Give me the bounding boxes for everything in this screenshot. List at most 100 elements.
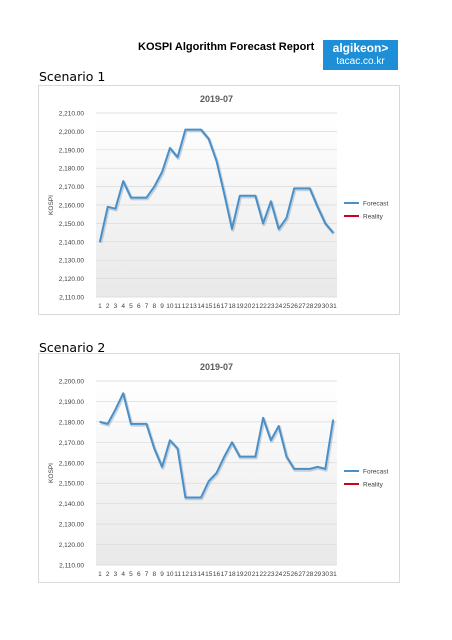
data-point bbox=[200, 128, 202, 131]
data-point bbox=[114, 208, 117, 210]
data-point bbox=[223, 193, 225, 195]
data-point bbox=[161, 466, 163, 468]
data-point bbox=[309, 468, 311, 470]
x-tick-label: 28 bbox=[306, 303, 314, 310]
x-tick-label: 24 bbox=[275, 571, 283, 578]
data-point bbox=[169, 147, 171, 149]
x-tick-label: 12 bbox=[182, 303, 190, 310]
y-tick-label: 2,150.00 bbox=[59, 221, 85, 228]
x-tick-label: 11 bbox=[174, 303, 181, 310]
x-tick-label: 17 bbox=[221, 571, 229, 578]
data-point bbox=[278, 425, 280, 427]
y-tick-label: 2,210.00 bbox=[59, 111, 85, 118]
x-tick-label: 27 bbox=[298, 303, 306, 310]
report-title: KOSPI Algorithm Forecast Report bbox=[138, 41, 315, 53]
data-point bbox=[130, 197, 132, 199]
data-point bbox=[301, 468, 303, 470]
x-tick-label: 21 bbox=[252, 303, 260, 310]
data-point bbox=[99, 421, 101, 423]
data-point bbox=[138, 197, 140, 199]
x-tick-label: 26 bbox=[291, 571, 299, 578]
x-tick-label: 18 bbox=[228, 303, 236, 310]
series-line-shadow bbox=[100, 392, 336, 501]
x-tick-label: 13 bbox=[190, 571, 198, 578]
data-point bbox=[192, 128, 194, 131]
data-point bbox=[200, 496, 202, 499]
x-tick-label: 22 bbox=[260, 303, 268, 310]
data-point bbox=[246, 195, 249, 197]
brand-logo: algikeon> tacac.co.kr bbox=[323, 40, 398, 70]
x-tick-label: 31 bbox=[329, 303, 337, 310]
x-tick-label: 27 bbox=[298, 571, 306, 578]
legend-label-reality: Reality bbox=[363, 213, 384, 220]
data-point bbox=[145, 423, 148, 425]
data-point bbox=[130, 423, 132, 425]
data-point bbox=[208, 480, 210, 482]
x-tick-label: 7 bbox=[145, 571, 149, 578]
data-point bbox=[99, 241, 101, 243]
data-point bbox=[332, 419, 334, 421]
x-tick-label: 25 bbox=[283, 571, 291, 578]
data-point bbox=[223, 456, 225, 458]
x-tick-label: 28 bbox=[306, 571, 314, 578]
chart-title: 2019-07 bbox=[200, 94, 233, 104]
x-tick-label: 10 bbox=[166, 571, 174, 578]
legend-label-forecast: Forecast bbox=[363, 468, 388, 475]
legend-label-forecast: Forecast bbox=[363, 200, 388, 207]
y-tick-label: 2,160.00 bbox=[59, 460, 85, 467]
x-tick-label: 7 bbox=[145, 303, 149, 310]
x-tick-label: 31 bbox=[329, 571, 337, 578]
data-point bbox=[107, 206, 109, 208]
x-tick-label: 30 bbox=[322, 303, 330, 310]
data-point bbox=[285, 217, 288, 219]
y-tick-label: 2,110.00 bbox=[59, 563, 84, 570]
x-tick-label: 17 bbox=[221, 303, 229, 310]
data-point bbox=[177, 447, 179, 450]
data-point bbox=[239, 456, 241, 458]
x-tick-label: 19 bbox=[236, 571, 244, 578]
logo-name: algikeon> bbox=[332, 41, 389, 55]
x-tick-label: 19 bbox=[236, 303, 244, 310]
logo-url: tacac.co.kr bbox=[336, 56, 385, 67]
data-point bbox=[184, 128, 187, 131]
x-tick-label: 24 bbox=[275, 303, 283, 310]
x-tick-label: 16 bbox=[213, 571, 221, 578]
x-tick-label: 3 bbox=[114, 571, 118, 578]
data-point bbox=[184, 496, 187, 499]
x-tick-label: 29 bbox=[314, 571, 322, 578]
scenario-2-title: Scenario 2 bbox=[39, 340, 106, 355]
y-tick-label: 2,150.00 bbox=[59, 481, 85, 488]
data-point bbox=[161, 171, 163, 173]
x-tick-label: 13 bbox=[190, 303, 198, 310]
data-point bbox=[231, 228, 233, 230]
data-point bbox=[254, 195, 256, 197]
data-point bbox=[145, 197, 148, 199]
y-tick-label: 2,200.00 bbox=[59, 379, 85, 386]
x-tick-label: 4 bbox=[121, 571, 125, 578]
x-tick-label: 10 bbox=[166, 303, 174, 310]
x-tick-label: 8 bbox=[152, 571, 156, 578]
data-point bbox=[153, 186, 155, 188]
x-tick-label: 23 bbox=[267, 303, 275, 310]
scenario-2-chart: 2019-07 2,110.00 2,120.00 2,130.00 2,140.00 2… bbox=[38, 353, 400, 583]
x-tick-label: 25 bbox=[283, 303, 291, 310]
y-tick-label: 2,190.00 bbox=[59, 399, 85, 406]
data-point bbox=[107, 423, 109, 425]
x-tick-label: 16 bbox=[213, 303, 221, 310]
x-tick-label: 23 bbox=[267, 571, 275, 578]
y-tick-label: 2,110.00 bbox=[59, 295, 84, 302]
data-point bbox=[285, 456, 288, 458]
data-point bbox=[270, 439, 272, 441]
data-point bbox=[324, 222, 326, 224]
x-tick-label: 6 bbox=[137, 571, 141, 578]
data-point bbox=[208, 138, 210, 140]
x-tick-label: 15 bbox=[205, 303, 213, 310]
y-tick-label: 2,170.00 bbox=[59, 440, 85, 447]
x-tick-label: 5 bbox=[129, 303, 133, 310]
y-tick-label: 2,140.00 bbox=[59, 501, 85, 508]
x-tick-label: 8 bbox=[152, 303, 156, 310]
data-point bbox=[215, 472, 218, 474]
y-tick-label: 2,160.00 bbox=[59, 203, 85, 210]
data-point bbox=[215, 160, 218, 162]
y-tick-label: 2,120.00 bbox=[59, 542, 85, 549]
